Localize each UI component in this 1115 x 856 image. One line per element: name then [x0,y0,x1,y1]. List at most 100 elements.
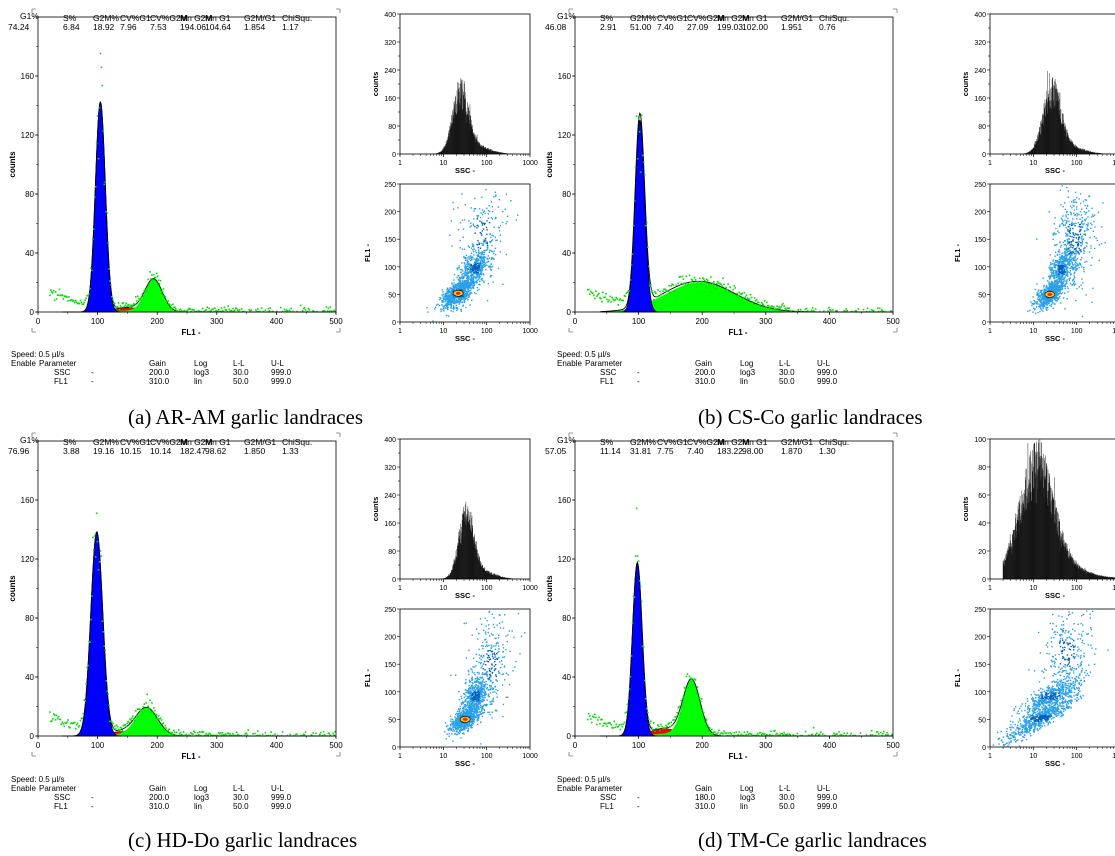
scatter-point [458,298,460,300]
scatter-point [459,280,461,283]
scatter-point [443,310,445,312]
scatter-point [477,723,479,726]
data-point [102,631,105,633]
data-point [299,734,302,737]
scatter-point [479,713,481,716]
scatter-point [463,255,465,258]
scatter-point [1091,223,1093,226]
scatter-point [469,304,471,306]
data-point [118,308,121,311]
scatter-point [1050,263,1052,266]
x-tick-label: 500 [329,317,343,326]
scatter-point [434,306,437,308]
scatter-point [449,291,451,293]
scatter-point [484,212,486,215]
scatter-point [492,691,494,693]
data-point [804,308,807,310]
scatter-point [1030,301,1032,303]
scatter-point [1063,258,1065,261]
y-tick-label: 80 [25,614,34,623]
scatter-point [1062,262,1064,264]
scatter-point [1047,280,1049,282]
scatter-point [460,277,462,279]
scatter-point [469,292,471,294]
data-point [673,290,676,293]
scatter-point [472,286,475,288]
data-point [80,301,83,304]
scatter-point [470,277,473,279]
scatter-point [469,717,472,719]
scatter-point [458,730,461,732]
scatter-point [458,276,461,279]
data-point [757,301,760,304]
data-point [753,296,756,299]
scatter-point [1069,282,1072,285]
scatter-point [467,287,469,289]
data-point [68,296,70,298]
scatter-point [450,729,453,732]
scatter-point [470,284,473,286]
data-point [104,649,107,651]
scatter-point [445,297,447,299]
scatter-point [447,291,449,294]
scatter-point [458,720,460,723]
scatter-point [1049,278,1051,280]
scatter-point [1084,230,1086,232]
data-point [698,277,701,280]
data-point [635,115,638,118]
data-point [195,310,198,313]
data-point [830,309,832,312]
y-tick-label: 80 [562,190,571,199]
scatter-point [464,724,466,726]
x-tick-label: 0 [573,317,578,326]
data-point [63,725,66,728]
scatter-point [1074,233,1077,235]
scatter-point [467,276,470,278]
scatter-point [473,250,475,253]
scatter-point [1101,226,1103,228]
scatter-point [468,266,471,269]
scatter-point [477,274,479,276]
param-cell: 310.0 [149,377,170,386]
scatter-point [452,298,454,300]
scatter-point [1069,205,1072,207]
scatter-point [472,710,475,713]
x-tick-label: 1000 [522,160,538,167]
data-point [189,308,191,311]
scatter-point [1071,257,1073,260]
scatter-point [463,219,466,221]
scatter-point [1060,266,1062,268]
scatter-point [1068,250,1070,252]
scatter-point [460,695,462,698]
scatter-point [1098,259,1100,262]
scatter-point [486,264,488,266]
scatter-point [1071,207,1073,209]
data-point [135,715,138,717]
scatter-point [477,269,479,272]
scatter-point [1054,295,1056,297]
scatter-point [471,299,473,301]
scatter-point [473,284,475,287]
scatter-point [1057,280,1059,283]
data-point [751,301,754,303]
scatter-point [1053,285,1055,287]
y-tick-label: 250 [384,182,396,189]
data-point [200,310,203,313]
scatter-point [1063,276,1065,279]
scatter-point [485,687,488,690]
scatter-point [454,733,456,735]
scatter-point [472,277,475,279]
scatter-point [1059,287,1061,289]
data-point [620,299,623,302]
corner-mark [893,328,898,333]
scatter-point [1062,271,1065,273]
scatter-point [1084,247,1086,249]
data-point [77,302,80,305]
scatter-point [1081,216,1084,219]
scatter-point [471,268,473,270]
scatter-point [1047,288,1049,290]
x-tick-label: 200 [696,317,710,326]
data-point [763,300,766,302]
scatter-point [477,711,479,713]
scatter-point [481,262,483,265]
